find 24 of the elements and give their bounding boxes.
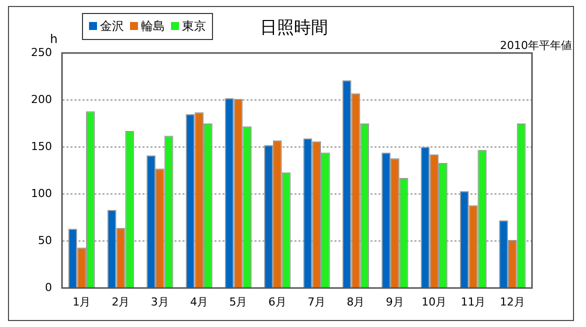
x-tick-label: 6月 xyxy=(268,295,286,308)
x-tick-label: 2月 xyxy=(112,295,130,308)
x-tick-label: 12月 xyxy=(500,295,525,308)
y-tick-label: 0 xyxy=(45,280,52,294)
legend-label: 東京 xyxy=(182,19,206,33)
chart-subtitle: 2010年平年値 xyxy=(500,38,572,53)
y-tick-label: 150 xyxy=(31,140,52,153)
y-axis-title: h xyxy=(50,32,58,46)
x-tick-label: 11月 xyxy=(460,295,486,308)
y-tick-label: 100 xyxy=(31,186,52,200)
x-tick-label: 1月 xyxy=(72,295,91,308)
x-tick-label: 9月 xyxy=(386,295,404,308)
y-tick-label: 50 xyxy=(38,234,52,247)
x-tick-label: 5月 xyxy=(229,295,248,308)
x-tick-label: 4月 xyxy=(190,295,208,308)
x-tick-label: 10月 xyxy=(422,295,447,308)
y-tick-label: 200 xyxy=(31,92,52,106)
x-tick-label: 3月 xyxy=(150,295,169,308)
legend-label: 金沢 xyxy=(100,19,124,33)
legend-label: 輪島 xyxy=(141,19,165,33)
x-tick-label: 8月 xyxy=(346,295,365,308)
y-tick-label: 250 xyxy=(31,46,52,59)
x-tick-label: 7月 xyxy=(308,295,326,308)
chart-title: 日照時間 xyxy=(260,17,328,39)
